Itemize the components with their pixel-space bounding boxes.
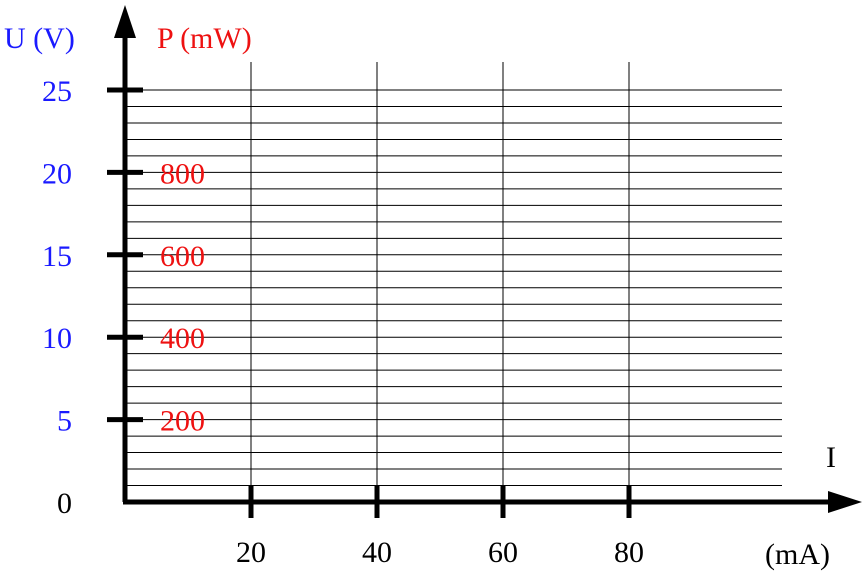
- x-tick-label: 40: [362, 536, 392, 569]
- x-axis-ticks: 20 40 60 80: [236, 486, 644, 569]
- power-axis-label: P (mW): [157, 22, 252, 55]
- x-tick-label: 20: [236, 536, 266, 569]
- power-axis-ticks: 200 400 600 800: [160, 157, 205, 437]
- horizontal-gridlines: [125, 89, 782, 487]
- y-tick-label: 25: [42, 75, 72, 108]
- power-tick-label: 400: [160, 322, 205, 355]
- x-tick-label: 60: [488, 536, 518, 569]
- vertical-gridlines: [250, 62, 630, 502]
- y-axis-arrowhead: [114, 5, 136, 38]
- y-tick-label: 15: [42, 240, 72, 273]
- x-axis-arrowhead: [828, 491, 862, 513]
- y-tick-label: 0: [57, 487, 72, 520]
- y-axis-label: U (V): [4, 22, 75, 55]
- y-tick-label: 5: [57, 405, 72, 438]
- y-tick-label: 20: [42, 157, 72, 190]
- y-axis-ticks: 0 5 10 15 20 25: [42, 75, 143, 520]
- x-axis-label: I: [826, 441, 836, 474]
- x-tick-label: 80: [614, 536, 644, 569]
- x-axis-unit: (mA): [765, 538, 830, 571]
- y-tick-label: 10: [42, 322, 72, 355]
- power-tick-label: 600: [160, 240, 205, 273]
- power-tick-label: 800: [160, 157, 205, 190]
- power-tick-label: 200: [160, 405, 205, 438]
